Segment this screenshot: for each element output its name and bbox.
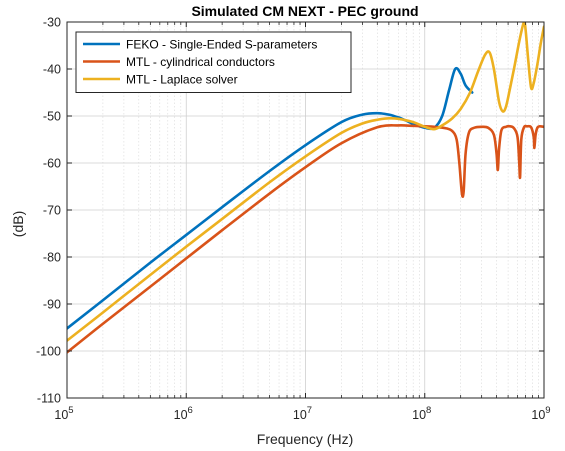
x-axis-label: Frequency (Hz) [257, 431, 353, 447]
data-series [67, 22, 544, 354]
y-axis-label: (dB) [10, 211, 26, 237]
y-axis-ticks: -30 -40 -50 -60 -70 -80 -90 -100 -110 [36, 16, 544, 406]
series-line-2 [67, 124, 544, 354]
series-line-1 [67, 66, 474, 330]
legend-label-1: FEKO - Single-Ended S-parameters [126, 38, 317, 52]
x-tick-label: 105 [54, 405, 73, 422]
legend: FEKO - Single-Ended S-parameters MTL - cy… [75, 31, 352, 93]
x-tick-label: 106 [174, 405, 193, 422]
y-tick-label: -50 [43, 110, 61, 124]
y-tick-label: -60 [43, 157, 61, 171]
y-tick-label: -90 [43, 298, 61, 312]
legend-label-3: MTL - Laplace solver [126, 73, 238, 87]
x-axis-ticks: 105 106 107 108 109 [54, 22, 551, 422]
y-tick-label: -80 [43, 251, 61, 265]
y-tick-label: -40 [43, 63, 61, 77]
legend-box [75, 31, 352, 93]
chart-title: Simulated CM NEXT - PEC ground [191, 3, 418, 19]
x-tick-label: 107 [293, 405, 312, 422]
x-tick-label: 109 [531, 405, 550, 422]
y-tick-label: -110 [37, 392, 61, 406]
y-tick-label: -70 [43, 204, 61, 218]
x-tick-label: 108 [412, 405, 431, 422]
legend-label-2: MTL - cylindrical conductors [126, 55, 275, 69]
y-tick-label: -30 [43, 16, 61, 30]
series-line-3 [67, 22, 544, 342]
y-tick-label: -100 [36, 345, 61, 359]
